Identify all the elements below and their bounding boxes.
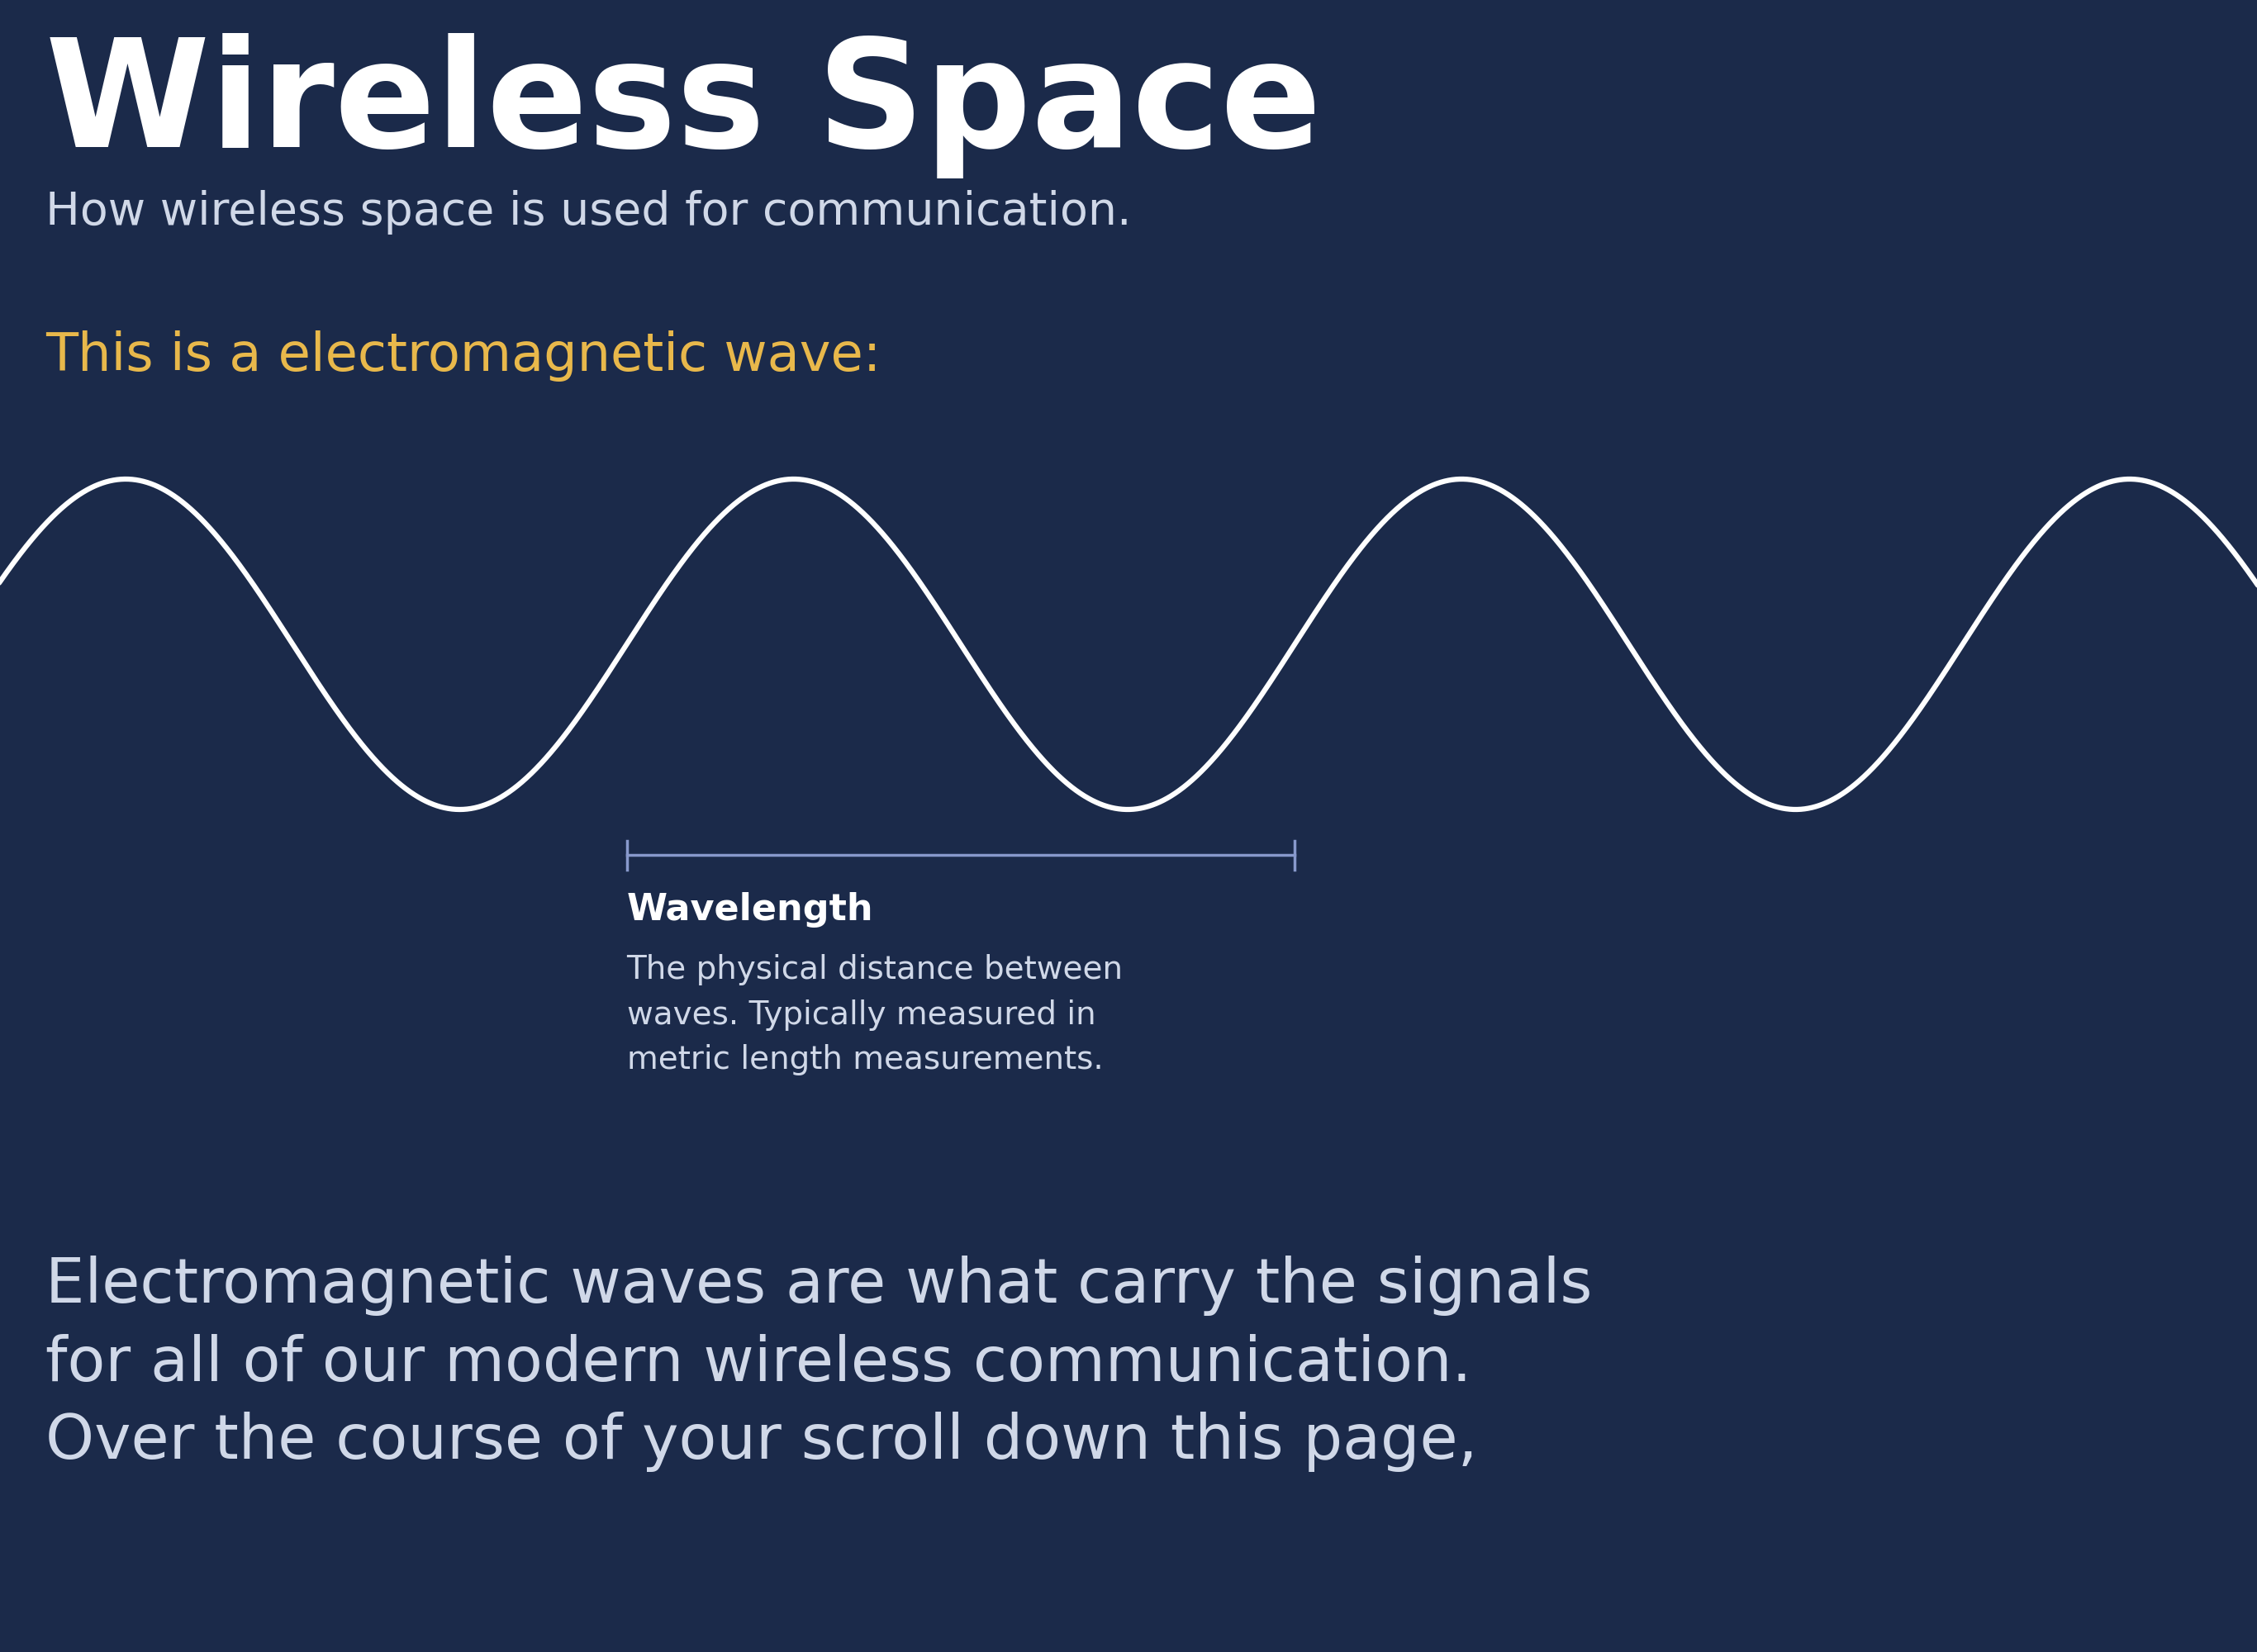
Text: Wireless Space: Wireless Space bbox=[45, 33, 1323, 178]
Text: Wavelength: Wavelength bbox=[627, 892, 873, 928]
Text: The physical distance between
waves. Typically measured in
metric length measure: The physical distance between waves. Typ… bbox=[627, 955, 1124, 1075]
Text: This is a electromagnetic wave:: This is a electromagnetic wave: bbox=[45, 330, 880, 382]
Text: How wireless space is used for communication.: How wireless space is used for communica… bbox=[45, 190, 1131, 235]
Text: Electromagnetic waves are what carry the signals
for all of our modern wireless : Electromagnetic waves are what carry the… bbox=[45, 1256, 1591, 1472]
